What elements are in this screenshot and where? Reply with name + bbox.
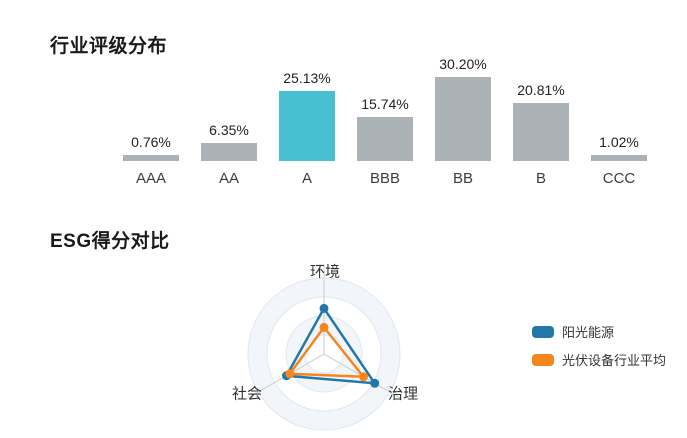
legend-item-0[interactable]: 阳光能源 [532,322,666,341]
radar-point-1-治理 [359,372,368,382]
legend-swatch-0 [532,325,554,338]
bar-column-A: 25.13% A [268,53,346,187]
bar-value-label-AAA: 0.76% [131,134,171,150]
bar-value-label-A: 25.13% [283,70,331,87]
bar-AAA [123,155,179,161]
legend-label-1: 光伏设备行业平均 [562,353,667,368]
bar-category-label-CCC: CCC [602,170,636,187]
radar-chart-title: ESG得分对比 [50,231,170,252]
bar-value-label-BB: 30.20% [439,56,487,72]
legend-label-0: 阳光能源 [562,325,615,340]
radar-legend: 阳光能源光伏设备行业平均 [532,322,666,378]
bar-BB [435,77,491,161]
radar-axis-label-环境: 环境 [309,263,341,281]
bar-value-label-B: 20.81% [517,82,565,99]
industry-rating-bar-chart: 0.76% AAA 6.35% AA 25.13% A 15.74% BBB 30.20% BB 2… [112,53,658,187]
radar-point-1-环境 [319,322,329,332]
bar-chart-title: 行业评级分布 [50,36,168,57]
bar-A [279,91,335,161]
bar-column-AAA: 0.76% AAA [112,53,190,187]
radar-series-1 [288,326,365,379]
radar-axis-label-治理: 治理 [387,385,419,403]
bar-category-label-AAA: AAA [135,170,166,187]
bar-column-B: 20.81% B [502,53,580,187]
bar-column-BB: 30.20% BB [424,53,502,187]
bar-category-label-AA: AA [218,170,239,187]
bar-column-BBB: 15.74% BBB [346,53,424,187]
bar-B [513,103,569,161]
bar-value-label-BBB: 15.74% [361,96,409,113]
legend-item-1[interactable]: 光伏设备行业平均 [532,350,666,369]
legend-swatch-1 [532,353,554,366]
esg-radar-chart [247,266,401,431]
bar-category-label-BB: BB [452,170,473,187]
radar-point-0-环境 [319,303,329,313]
radar-point-1-社会 [285,369,295,379]
bar-category-label-BBB: BBB [369,170,400,187]
bar-value-label-AA: 6.35% [209,122,249,139]
radar-series-0 [285,307,376,385]
bar-BBB [357,117,413,161]
bar-category-label-A: A [301,170,312,187]
radar-point-0-治理 [370,378,380,388]
bar-column-CCC: 1.02% CCC [580,53,658,187]
bar-CCC [591,155,647,161]
bar-category-label-B: B [535,170,546,187]
bar-value-label-CCC: 1.02% [599,134,639,150]
bar-column-AA: 6.35% AA [190,53,268,187]
radar-axis-label-社会: 社会 [231,385,263,403]
bar-AA [201,143,257,161]
